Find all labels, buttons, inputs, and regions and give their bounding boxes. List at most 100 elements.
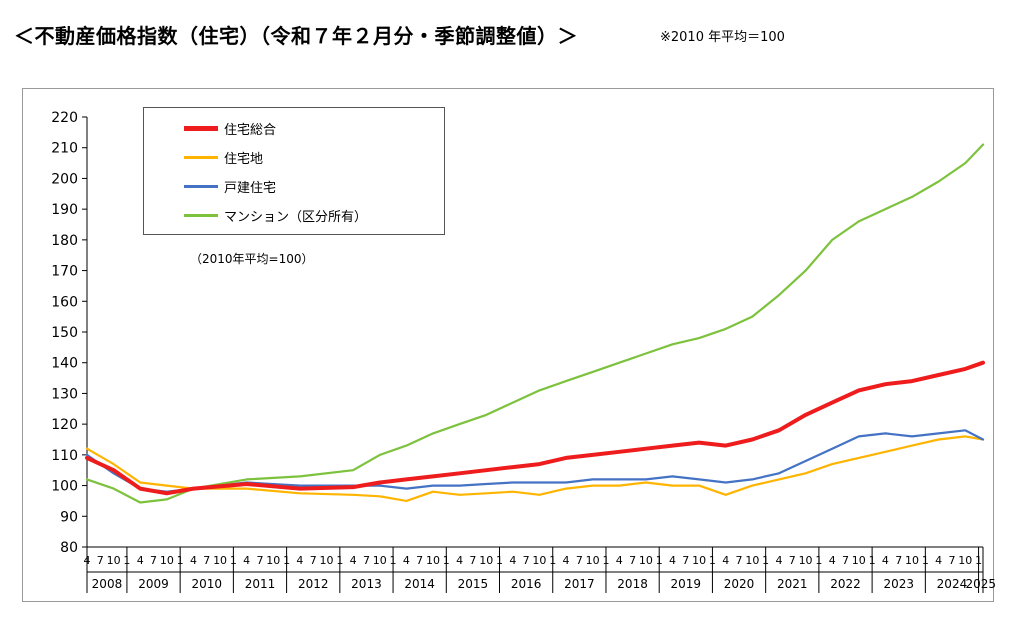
x-month-label: 7 <box>416 554 423 567</box>
x-month-label: 4 <box>775 554 782 567</box>
legend-label-land: 住宅地 <box>224 151 264 167</box>
x-month-label: 7 <box>948 554 955 567</box>
x-year-label: 2022 <box>830 577 861 591</box>
x-month-label: 10 <box>532 554 546 567</box>
y-tick-label: 200 <box>51 171 78 187</box>
x-month-label: 1 <box>496 554 503 567</box>
y-tick-label: 180 <box>51 233 78 249</box>
y-tick-label: 80 <box>60 540 78 556</box>
x-month-label: 4 <box>722 554 729 567</box>
x-year-label: 2017 <box>564 577 595 591</box>
x-month-label: 7 <box>736 554 743 567</box>
x-month-label: 7 <box>363 554 370 567</box>
x-year-label: 2009 <box>138 577 169 591</box>
x-month-label: 10 <box>639 554 653 567</box>
y-tick-label: 160 <box>51 294 78 310</box>
legend-label-condo: マンション（区分所有） <box>224 209 368 225</box>
x-year-label: 2008 <box>92 577 123 591</box>
legend-item-land: 住宅地 <box>184 147 263 167</box>
y-tick-label: 120 <box>51 417 78 433</box>
chart-legend: 住宅総合 住宅地 戸建住宅 マンション（区分所有） <box>143 107 445 235</box>
legend-item-total: 住宅総合 <box>184 118 276 138</box>
x-month-label: 1 <box>602 554 609 567</box>
x-month-label: 1 <box>815 554 822 567</box>
legend-swatch-land <box>184 155 218 159</box>
x-month-label: 4 <box>616 554 623 567</box>
x-month-label: 4 <box>137 554 144 567</box>
x-month-label: 1 <box>922 554 929 567</box>
series-lines <box>85 143 985 504</box>
x-month-label: 7 <box>576 554 583 567</box>
x-year-label: 2010 <box>191 577 222 591</box>
x-month-label: 7 <box>842 554 849 567</box>
x-month-label: 10 <box>958 554 972 567</box>
x-month-label: 10 <box>799 554 813 567</box>
x-year-label: 2023 <box>883 577 914 591</box>
y-axis: 80 90 100 110 120 130 140 150 160 170 180 190 200 210… <box>51 110 88 556</box>
x-month-label: 4 <box>403 554 410 567</box>
x-month-label: 4 <box>829 554 836 567</box>
x-month-label: 10 <box>213 554 227 567</box>
x-year-label: 2021 <box>777 577 808 591</box>
x-month-label: 7 <box>256 554 263 567</box>
legend-swatch-house <box>184 184 218 188</box>
x-month-label: 1 <box>656 554 663 567</box>
x-axis: 4710471014710147101471014710147101471014… <box>84 546 997 593</box>
x-month-label: 4 <box>296 554 303 567</box>
x-month-label: 7 <box>469 554 476 567</box>
x-year-label: 2018 <box>617 577 648 591</box>
x-month-label: 1 <box>390 554 397 567</box>
x-month-label: 7 <box>203 554 210 567</box>
page-title: ＜不動産価格指数（住宅）（令和７年２月分・季節調整値）＞ <box>14 24 578 48</box>
series-line-3 <box>85 143 985 504</box>
x-month-label: 4 <box>190 554 197 567</box>
x-month-label: 7 <box>150 554 157 567</box>
x-month-label: 7 <box>97 554 104 567</box>
x-month-label: 10 <box>852 554 866 567</box>
x-month-label: 10 <box>107 554 121 567</box>
y-tick-label: 190 <box>51 202 78 218</box>
x-month-label: 10 <box>373 554 387 567</box>
x-month-label: 4 <box>563 554 570 567</box>
x-month-label: 1 <box>230 554 237 567</box>
legend-label-total: 住宅総合 <box>224 122 277 138</box>
x-month-label: 4 <box>243 554 250 567</box>
x-month-label: 4 <box>882 554 889 567</box>
legend-swatch-condo <box>184 213 218 217</box>
x-month-label: 1 <box>336 554 343 567</box>
chart-frame <box>22 88 994 602</box>
x-month-label: 1 <box>443 554 450 567</box>
x-month-label: 1 <box>177 554 184 567</box>
legend-swatch-total <box>184 125 218 131</box>
x-month-label: 10 <box>586 554 600 567</box>
y-tick-label: 110 <box>51 448 78 464</box>
x-month-label: 10 <box>692 554 706 567</box>
base-year-note: ※2010 年平均＝100 <box>660 30 785 45</box>
x-year-label: 2012 <box>298 577 329 591</box>
y-tick-label: 170 <box>51 264 78 280</box>
x-month-label: 10 <box>320 554 334 567</box>
x-month-label: 4 <box>935 554 942 567</box>
x-month-label: 7 <box>310 554 317 567</box>
x-month-label: 7 <box>789 554 796 567</box>
x-month-label: 10 <box>426 554 440 567</box>
x-month-label: 7 <box>682 554 689 567</box>
x-month-label: 7 <box>523 554 530 567</box>
x-year-label: 2011 <box>245 577 276 591</box>
y-tick-label: 130 <box>51 386 78 402</box>
y-tick-label: 100 <box>51 479 78 495</box>
x-month-label: 1 <box>762 554 769 567</box>
y-tick-label: 150 <box>51 325 78 341</box>
series-line-0 <box>85 360 985 496</box>
x-month-label: 1 <box>549 554 556 567</box>
y-tick-label: 90 <box>60 509 78 525</box>
x-year-label: 2025 <box>966 577 997 591</box>
legend-label-house: 戸建住宅 <box>224 180 277 196</box>
x-month-label: 1 <box>283 554 290 567</box>
x-month-label: 4 <box>509 554 516 567</box>
x-month-label: 10 <box>745 554 759 567</box>
x-month-label: 10 <box>905 554 919 567</box>
series-line-1 <box>85 435 985 502</box>
x-year-label: 2015 <box>458 577 489 591</box>
